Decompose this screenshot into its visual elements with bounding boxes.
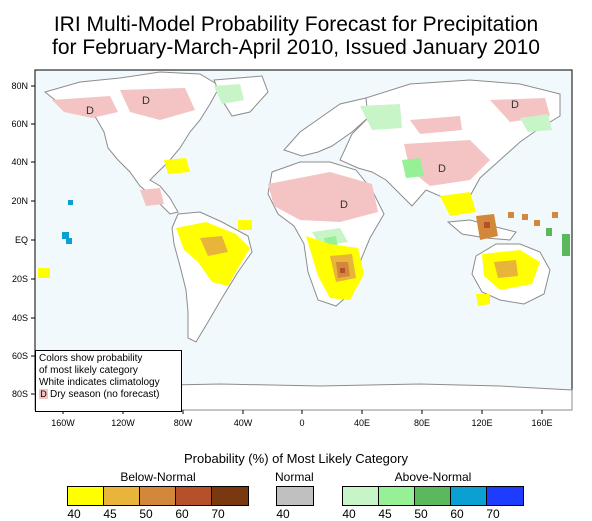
lat-label: 20S	[11, 274, 28, 284]
legend-above-label: Above-Normal	[394, 470, 472, 484]
dry-markers: D D D D D	[86, 95, 519, 211]
legend-swatch	[68, 487, 104, 505]
dry-marker: D	[438, 163, 446, 175]
lon-label: 0	[299, 418, 305, 428]
dry-marker: D	[511, 99, 519, 111]
legend-swatch	[176, 487, 212, 505]
lon-label: 160E	[531, 418, 553, 428]
legend-swatch	[415, 487, 451, 505]
legend-title: Probability (%) of Most Likely Category	[184, 451, 408, 466]
note-dry-text: Dry season (no forecast)	[50, 389, 160, 400]
legend-swatch	[104, 487, 140, 505]
legend-tick: 50	[139, 507, 153, 521]
lon-label: 80E	[413, 418, 430, 428]
note-line: of most likely category	[39, 365, 138, 376]
legend-swatch	[343, 487, 379, 505]
lat-label: 60N	[11, 119, 28, 129]
map-note-box: Colors show probability of most likely c…	[35, 350, 182, 412]
dry-season-swatch: D	[39, 389, 48, 399]
note-dry-line: D Dry season (no forecast)	[39, 389, 178, 401]
lat-label: 60S	[11, 351, 28, 361]
lat-label: 80N	[11, 81, 28, 91]
legend-below-label: Below-Normal	[120, 470, 196, 484]
legend-tick: 70	[211, 507, 225, 521]
lon-label: 160W	[51, 418, 75, 428]
legend-tick: 40	[276, 507, 290, 521]
note-line: White indicates climatology	[39, 377, 160, 388]
legend-swatch	[451, 487, 487, 505]
legend-swatch	[140, 487, 176, 505]
lat-label: 40S	[11, 313, 28, 323]
legend-swatch	[277, 487, 313, 505]
legend-above-swatches	[342, 486, 524, 506]
legend-swatch	[487, 487, 523, 505]
lon-label: 40E	[353, 418, 370, 428]
lon-label: 80W	[173, 418, 193, 428]
legend-normal-swatches	[276, 486, 314, 506]
note-line: Colors show probability	[39, 353, 143, 364]
map-title-line1: IRI Multi-Model Probability Forecast for…	[53, 13, 539, 36]
legend-normal-label: Normal	[275, 470, 314, 484]
legend-tick: 40	[342, 507, 356, 521]
dry-season-areas	[52, 88, 550, 222]
above-normal-50	[546, 228, 570, 256]
legend-below-swatches	[67, 486, 249, 506]
legend-tick: 45	[378, 507, 392, 521]
legend-tick: 40	[67, 507, 81, 521]
dry-marker: D	[340, 199, 348, 211]
legend-tick: 45	[103, 507, 117, 521]
below-normal-60	[340, 222, 490, 273]
legend-swatch	[212, 487, 248, 505]
lon-label: 120E	[471, 418, 493, 428]
above-normal-60	[62, 200, 73, 244]
dry-marker: D	[142, 95, 150, 107]
lat-label: 40N	[11, 157, 28, 167]
dry-marker: D	[86, 105, 94, 117]
lat-label: 20N	[11, 196, 28, 206]
lat-label: EQ	[14, 235, 28, 245]
lat-label: 80S	[11, 389, 28, 399]
legend-tick: 70	[486, 507, 500, 521]
legend-tick: 60	[450, 507, 464, 521]
map-title-line2: for February-March-April 2010, Issued Ja…	[52, 36, 540, 59]
legend-tick: 60	[175, 507, 189, 521]
legend-tick: 50	[414, 507, 428, 521]
legend-swatch	[379, 487, 415, 505]
lon-label: 40W	[233, 418, 253, 428]
lon-label: 120W	[111, 418, 135, 428]
